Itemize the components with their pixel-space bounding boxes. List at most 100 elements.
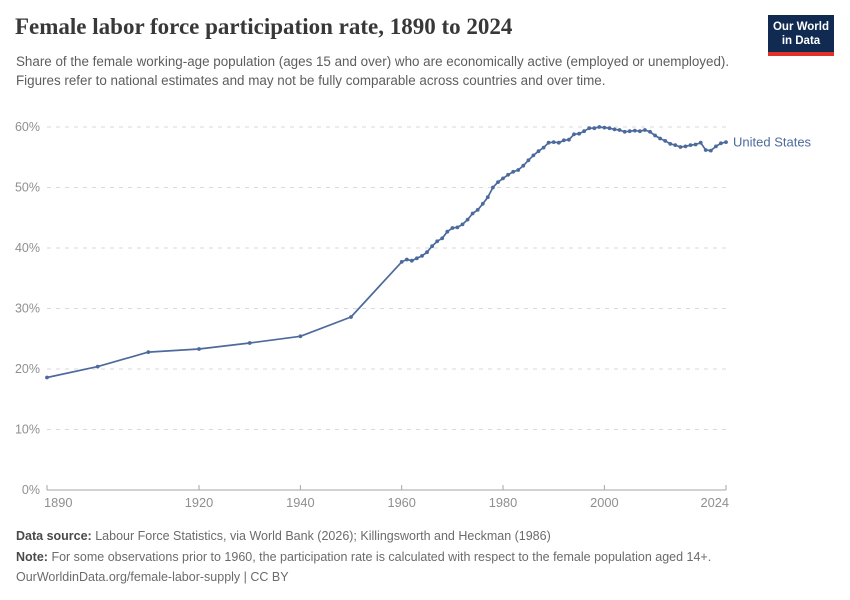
data-point [698, 140, 703, 145]
data-point [597, 125, 602, 129]
data-point [475, 208, 480, 212]
data-source-text: Labour Force Statistics, via World Bank … [95, 529, 551, 543]
data-point [551, 140, 556, 144]
data-point [409, 258, 414, 263]
data-point [683, 144, 688, 149]
data-point [501, 176, 505, 181]
data-point [724, 140, 728, 144]
data-point [638, 129, 642, 134]
data-point [658, 136, 662, 141]
data-point [465, 217, 470, 222]
data-point [693, 142, 698, 147]
data-point [445, 229, 450, 234]
data-point [480, 201, 485, 206]
data-source-line: Data source: Labour Force Statistics, vi… [16, 526, 816, 547]
owid-logo-line1: Our World [772, 21, 829, 33]
data-point [708, 148, 713, 153]
data-source-label: Data source: [16, 529, 92, 543]
data-point [556, 140, 561, 145]
data-point [415, 256, 419, 261]
x-tick-label: 2024 [701, 495, 729, 510]
data-point [703, 148, 708, 152]
chart-subtitle: Share of the female working-age populati… [16, 54, 730, 88]
x-tick-label: 1960 [387, 495, 415, 510]
data-point [146, 350, 151, 354]
note-line: Note: For some observations prior to 196… [16, 547, 816, 568]
data-point [95, 364, 100, 369]
data-point [587, 126, 592, 131]
y-tick-label: 30% [15, 302, 40, 316]
x-axis [46, 485, 727, 491]
data-point [531, 153, 536, 158]
chart-footer: Data source: Labour Force Statistics, vi… [16, 526, 816, 588]
data-point [349, 315, 353, 319]
data-point [653, 133, 657, 138]
note-label: Note: [16, 549, 48, 564]
data-point [632, 128, 637, 133]
data-point [470, 211, 475, 216]
owid-logo-line2: in Data [781, 35, 821, 47]
data-point [582, 129, 586, 134]
data-point [612, 127, 617, 132]
data-point [648, 129, 652, 134]
y-tick-label: 10% [15, 423, 40, 437]
x-tick-label: 1940 [286, 495, 314, 510]
data-point [719, 141, 723, 146]
us-series-line [46, 126, 727, 379]
data-point [460, 222, 465, 227]
data-point [673, 143, 678, 147]
data-point [617, 128, 622, 132]
data-point [496, 180, 500, 184]
y-tick-label: 20% [15, 362, 40, 376]
x-tick-label: 1890 [44, 495, 72, 510]
data-point-markers [45, 125, 728, 380]
data-point [567, 137, 571, 142]
data-point [688, 143, 693, 147]
y-tick-label: 40% [15, 241, 40, 255]
data-point [622, 129, 627, 134]
data-point [420, 254, 424, 258]
y-tick-label: 0% [22, 483, 40, 497]
data-point [572, 132, 576, 137]
data-point [541, 145, 546, 150]
x-tick-label: 1980 [489, 495, 517, 510]
x-axis-labels: 1890 1920 1940 1960 1980 2000 2024 [44, 495, 729, 510]
y-axis-labels: 0% 10% 20% 30% 40% 50% 60% [15, 120, 40, 497]
data-point [607, 126, 612, 131]
data-point [399, 260, 404, 264]
data-point [643, 128, 647, 132]
data-point [678, 145, 683, 149]
data-point [577, 131, 581, 136]
data-point [435, 239, 440, 244]
y-tick-label: 60% [15, 120, 40, 134]
data-point [546, 140, 551, 145]
x-tick-label: 2000 [590, 495, 618, 510]
data-point [450, 226, 455, 230]
data-point [247, 341, 252, 345]
data-point [714, 144, 718, 149]
line-chart: 0% 10% 20% 30% 40% 50% 60% 1890 1920 1940 1960 198… [15, 120, 812, 510]
data-point [663, 139, 668, 143]
data-point [562, 138, 566, 143]
note-text: For some observations prior to 1960, the… [51, 549, 712, 564]
data-point [298, 334, 303, 339]
data-point [440, 236, 445, 241]
series-legend-label: United States [733, 134, 812, 149]
data-point [506, 172, 510, 177]
page-title: Female labor force participation rate, 1… [15, 14, 513, 39]
data-point [404, 257, 409, 262]
credit-line: OurWorldinData.org/female-labor-supply |… [16, 570, 289, 584]
owid-logo: Our World in Data [768, 15, 834, 56]
data-point [455, 225, 460, 230]
data-point [45, 375, 49, 380]
data-point [592, 126, 597, 131]
y-tick-label: 50% [15, 181, 40, 195]
data-point [526, 158, 531, 163]
data-point [425, 250, 429, 255]
data-point [536, 149, 541, 154]
data-point [602, 125, 607, 130]
data-point [197, 347, 201, 351]
x-tick-label: 1920 [185, 495, 213, 510]
data-point [627, 129, 632, 134]
